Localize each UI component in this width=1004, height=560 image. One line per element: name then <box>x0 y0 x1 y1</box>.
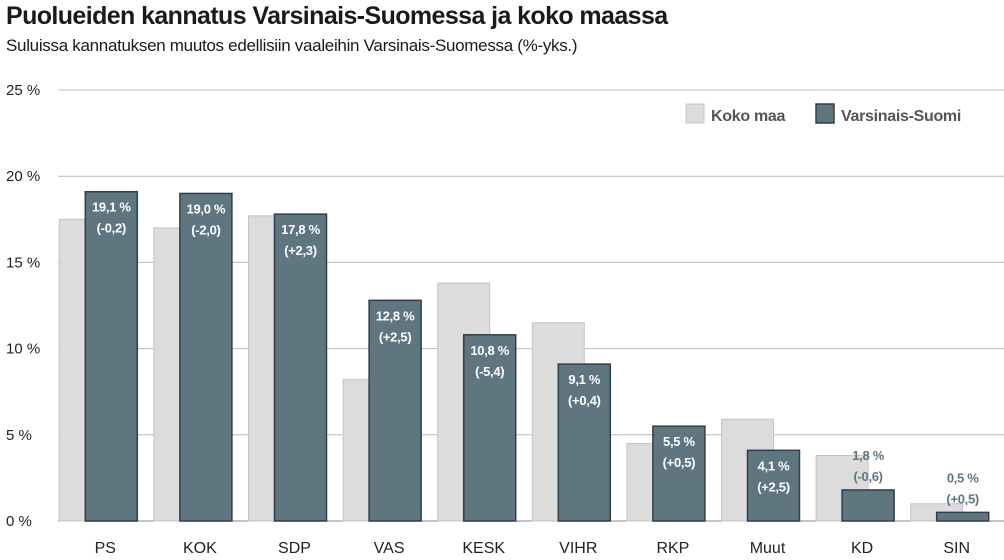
x-tick-label: KESK <box>462 540 505 557</box>
bar-varsinais-suomi <box>935 511 990 522</box>
legend-swatch-varsinais-suomi <box>815 103 835 124</box>
change-label: (+2,3) <box>284 243 317 258</box>
change-label: (-0,2) <box>97 221 126 236</box>
value-label: 19,1 % <box>92 200 131 215</box>
value-label: 19,0 % <box>187 201 226 216</box>
y-tick-label: 25 % <box>6 82 40 99</box>
change-label: (+0,5) <box>663 455 696 470</box>
x-tick-label: SDP <box>278 540 311 557</box>
x-tick-label: Muut <box>750 540 786 557</box>
legend-swatch-koko-maa <box>685 103 705 124</box>
legend-label-koko-maa: Koko maa <box>711 108 785 125</box>
value-label: 10,8 % <box>470 343 509 358</box>
bar-varsinais-suomi <box>746 449 801 522</box>
chart-title: Puolueiden kannatus Varsinais-Suomessa j… <box>6 2 668 30</box>
x-tick-label: KOK <box>183 540 217 557</box>
y-tick-label: 20 % <box>6 168 40 185</box>
x-tick-label: KD <box>851 540 873 557</box>
bar-varsinais-suomi <box>841 489 895 522</box>
value-label: 9,1 % <box>568 372 600 387</box>
bar-varsinais-suomi <box>273 213 328 522</box>
bar-varsinais-suomi <box>368 299 422 522</box>
value-label: 4,1 % <box>758 458 790 473</box>
value-label: 5,5 % <box>663 434 695 449</box>
x-tick-label: SIN <box>943 540 970 557</box>
legend: Koko maa Varsinais-Suomi <box>685 103 961 125</box>
x-tick-label: PS <box>95 540 116 557</box>
labels-layer: 19,1 % (-0,2) PS 19,0 % (-2,0) KOK 17,8 % (+2,3… <box>92 200 980 557</box>
legend-label-varsinais-suomi: Varsinais-Suomi <box>841 108 961 125</box>
change-label: (+2,5) <box>757 479 790 494</box>
value-label: 17,8 % <box>281 222 320 237</box>
chart-subtitle: Suluissa kannatuksen muutos edellisiin v… <box>6 36 578 55</box>
bars-layer <box>58 190 990 522</box>
x-tick-label: VAS <box>374 540 405 557</box>
y-tick-label: 10 % <box>6 341 40 358</box>
change-label: (+0,4) <box>568 393 601 408</box>
bar-varsinais-suomi <box>84 190 139 522</box>
bar-varsinais-suomi <box>652 425 706 522</box>
y-tick-label: 15 % <box>6 254 40 271</box>
change-label: (-2,0) <box>191 222 220 237</box>
change-label: (-0,6) <box>853 469 882 484</box>
value-label: 1,8 % <box>852 448 884 463</box>
value-label: 0,5 % <box>947 470 979 485</box>
bar-varsinais-suomi <box>179 192 233 522</box>
y-tick-label: 5 % <box>6 427 32 444</box>
change-label: (-5,4) <box>475 364 504 379</box>
change-label: (+2,5) <box>379 329 412 344</box>
x-tick-label: RKP <box>656 540 689 557</box>
bar-varsinais-suomi <box>462 334 517 522</box>
y-tick-label: 0 % <box>6 513 32 530</box>
bar-varsinais-suomi <box>557 363 612 522</box>
x-tick-label: VIHR <box>559 540 597 557</box>
change-label: (+0,5) <box>946 491 979 506</box>
value-label: 12,8 % <box>376 308 415 323</box>
